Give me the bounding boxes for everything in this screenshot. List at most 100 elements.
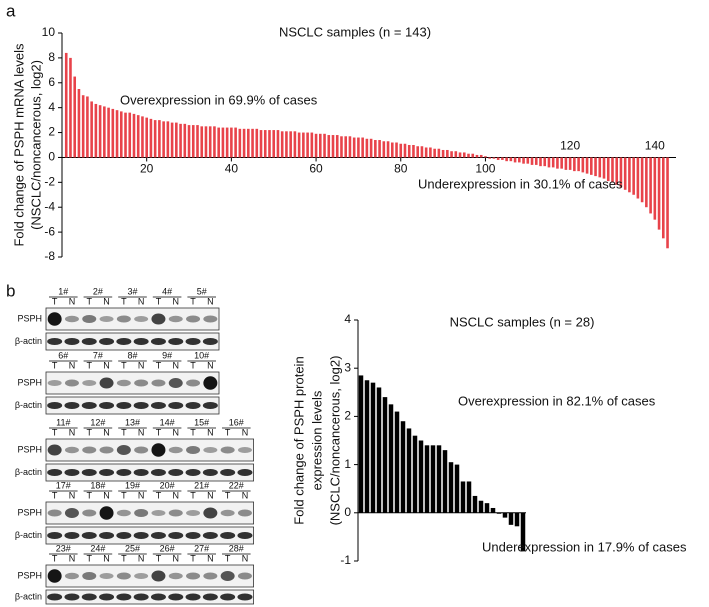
bar (103, 106, 106, 158)
sample-label: 24# (90, 543, 105, 553)
band (151, 570, 166, 582)
bar (424, 445, 430, 513)
bar (73, 76, 77, 158)
lane-label: N (103, 490, 110, 500)
bar (632, 157, 635, 195)
band (99, 446, 114, 454)
band (64, 572, 79, 580)
annotation: Underexpression in 30.1% of cases (418, 176, 623, 191)
lane-label: N (173, 296, 180, 306)
lane-label: T (87, 553, 93, 563)
band (186, 379, 201, 387)
band (82, 380, 97, 386)
sample-label: 10# (194, 350, 209, 360)
y-tick-label: 2 (48, 125, 55, 139)
bar (69, 57, 72, 158)
lane-label: T (156, 490, 162, 500)
blot-frame (45, 526, 255, 545)
bar (272, 130, 276, 158)
bar (484, 156, 487, 158)
lane-label: T (156, 296, 162, 306)
row-label: PSPH (17, 507, 42, 517)
bar (158, 120, 161, 158)
sample-label: 28# (229, 543, 244, 553)
bar (213, 126, 216, 158)
band (81, 532, 97, 539)
lane-label: T (156, 360, 162, 370)
lane-label: N (207, 360, 214, 370)
y-tick-label: -8 (44, 249, 55, 263)
bar (111, 108, 115, 158)
row-label: β-actin (15, 336, 42, 346)
bar (543, 157, 547, 167)
bar (376, 387, 382, 513)
bar (319, 133, 322, 158)
lane-label: N (173, 490, 180, 500)
band (47, 338, 63, 345)
bar (539, 157, 542, 167)
band (133, 532, 149, 539)
band (116, 315, 131, 323)
lane-label: N (69, 427, 76, 437)
x-tick-label: 120 (560, 139, 580, 153)
bar (179, 123, 182, 158)
band (150, 338, 166, 345)
band (134, 446, 149, 454)
y-tick-label: 4 (344, 312, 351, 326)
bar (467, 153, 470, 158)
band (116, 532, 132, 539)
bar (460, 481, 466, 513)
bar (365, 138, 369, 158)
annotation: Overexpression in 82.1% of cases (458, 393, 656, 408)
bar (577, 157, 580, 172)
lane-label: N (138, 296, 145, 306)
bar (119, 111, 123, 158)
band (185, 532, 201, 539)
bar (551, 157, 555, 168)
band (203, 315, 218, 323)
y-axis-label: Fold change of PSPH mRNA levels (11, 43, 26, 247)
bar (522, 157, 525, 164)
lane-label: N (138, 553, 145, 563)
y-tick-label: 1 (344, 457, 351, 471)
blot-frame (45, 438, 255, 462)
band (237, 469, 253, 476)
bar (441, 149, 445, 158)
lane-label: T (156, 427, 162, 437)
y-tick-label: 0 (344, 505, 351, 519)
band (99, 532, 115, 539)
row-label: PSPH (17, 444, 42, 454)
bar (645, 157, 648, 208)
band (64, 508, 79, 518)
band (99, 573, 114, 579)
band (82, 572, 97, 580)
lane-label: N (103, 360, 110, 370)
panel-label: a (6, 1, 16, 20)
bar (556, 157, 559, 169)
band (64, 379, 79, 387)
y-axis-label: Fold change of PSPH protein (291, 356, 306, 524)
band (151, 379, 166, 387)
sample-label: 23# (56, 543, 71, 553)
blot-frame (45, 396, 220, 415)
bar (276, 130, 280, 158)
band (237, 572, 252, 580)
lane-label: N (103, 296, 110, 306)
band (185, 402, 201, 409)
blot-frame (45, 307, 220, 331)
bar (323, 133, 326, 158)
bar (166, 121, 170, 158)
bar (247, 128, 250, 158)
bar (615, 157, 619, 185)
bar (263, 130, 267, 158)
bar (424, 147, 428, 158)
bar (370, 382, 376, 513)
band (82, 509, 97, 517)
lane-label: T (52, 427, 58, 437)
sample-label: 4# (162, 286, 172, 296)
lane-label: N (69, 360, 76, 370)
bar (581, 157, 585, 173)
lane-label: T (52, 490, 58, 500)
band (220, 532, 236, 539)
